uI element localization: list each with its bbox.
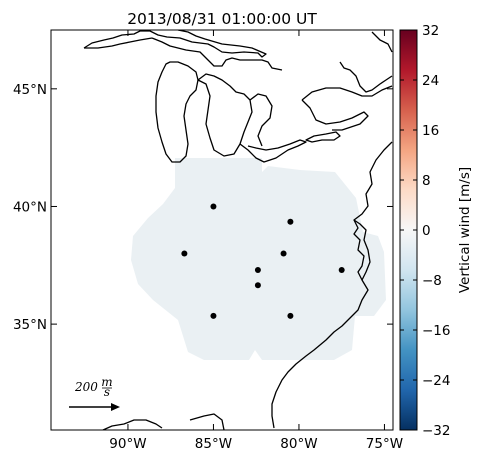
colorbar-tick-label: 24 <box>422 73 439 89</box>
station-marker <box>254 267 261 273</box>
station-marker <box>338 267 345 273</box>
x-tick-label: 85°W <box>195 436 232 452</box>
colorbar-ticks: 32 24 16 8 0 −8 −16 −24 −32 <box>400 23 451 439</box>
scale-arrow-number: 200 <box>74 380 98 394</box>
colorbar-tick-label: −32 <box>422 423 451 439</box>
colorbar-tick-label: 16 <box>422 123 439 139</box>
station-marker <box>287 218 294 225</box>
colorbar-tick-label: −24 <box>422 373 451 389</box>
y-tick-label: 35°N <box>13 317 47 333</box>
map-plot-area: 200 m s <box>51 30 393 430</box>
station-marker <box>210 312 217 319</box>
colorbar: 32 24 16 8 0 −8 −16 −24 −32 Vertical wind [m/s] <box>399 23 473 439</box>
scale-arrow-unit-den: s <box>104 385 110 399</box>
x-axis: 90°W 85°W 80°W 75°W <box>109 30 403 452</box>
station-marker <box>287 312 294 319</box>
scale-arrow: 200 m s <box>69 375 120 411</box>
x-tick-label: 80°W <box>280 436 317 452</box>
y-axis: 35°N 40°N 45°N <box>13 82 393 333</box>
station-markers <box>181 203 345 319</box>
coastlines <box>83 30 393 430</box>
colorbar-tick-label: −8 <box>422 273 442 289</box>
colorbar-tick-label: 8 <box>422 173 431 189</box>
y-tick-label: 45°N <box>13 82 47 98</box>
x-tick-label: 90°W <box>109 436 146 452</box>
map-frame <box>50 29 394 431</box>
colorbar-label: Vertical wind [m/s] <box>457 167 473 293</box>
station-marker <box>280 250 287 257</box>
colorbar-tick-label: 32 <box>422 23 439 39</box>
coverage-region <box>131 158 386 360</box>
x-tick-label: 75°W <box>366 436 403 452</box>
figure-title: 2013/08/31 01:00:00 UT <box>127 10 317 28</box>
colorbar-tick-label: −16 <box>422 323 451 339</box>
station-marker <box>210 203 217 210</box>
scale-arrow-unit-num: m <box>101 375 112 389</box>
y-tick-label: 40°N <box>13 199 47 215</box>
colorbar-tick-label: 0 <box>422 223 431 239</box>
station-marker <box>181 250 188 257</box>
station-marker <box>254 282 261 289</box>
